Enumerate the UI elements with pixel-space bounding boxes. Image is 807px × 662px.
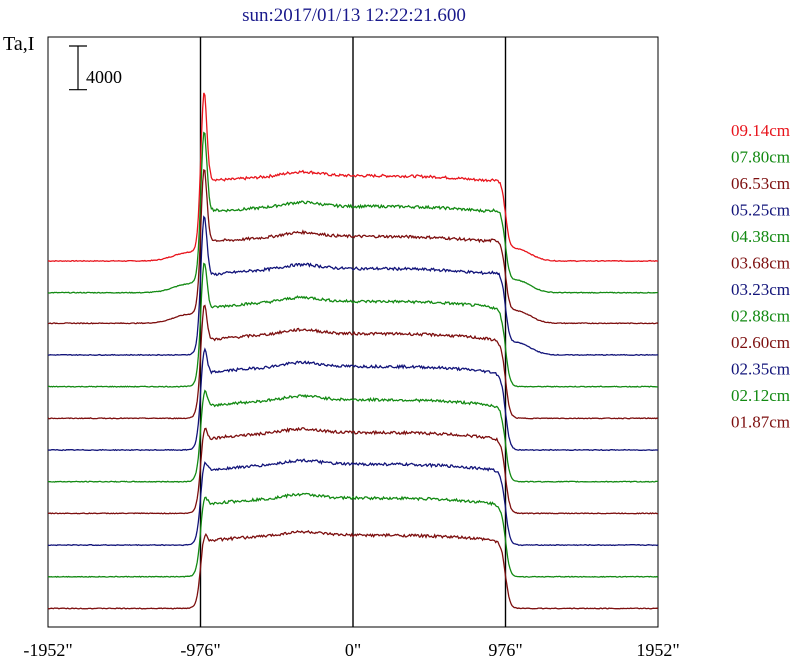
legend: 09.14cm 07.80cm 06.53cm 05.25cm 04.38cm 03.68… (731, 121, 790, 432)
trace-02.88cm (47, 389, 658, 483)
trace-01.87cm (47, 529, 659, 610)
legend-entry-02.60cm: 02.60cm (731, 333, 790, 352)
trace-02.60cm (48, 426, 658, 515)
series-traces (47, 92, 659, 610)
legend-entry-06.53cm: 06.53cm (731, 174, 790, 193)
trace-02.35cm (47, 458, 659, 547)
trace-06.53cm (47, 169, 659, 325)
chart-title: sun:2017/01/13 12:22:21.600 (242, 5, 466, 26)
legend-entry-02.35cm: 02.35cm (731, 360, 790, 379)
trace-03.68cm (47, 304, 659, 420)
legend-entry-01.87cm: 01.87cm (731, 413, 790, 432)
trace-09.14cm (47, 92, 659, 263)
legend-entry-09.14cm: 09.14cm (731, 121, 790, 140)
legend-entry-02.12cm: 02.12cm (731, 386, 790, 405)
x-tick-label-0: -1952" (23, 640, 72, 660)
legend-entry-04.38cm: 04.38cm (731, 227, 790, 246)
y-axis-label: Ta,I (3, 33, 34, 55)
trace-05.25cm (48, 215, 659, 357)
legend-entry-03.68cm: 03.68cm (731, 254, 790, 273)
legend-entry-05.25cm: 05.25cm (731, 201, 790, 220)
x-tick-label-2: 0" (345, 640, 361, 660)
trace-07.80cm (47, 131, 659, 294)
x-tick-label-4: 1952" (636, 640, 679, 660)
trace-04.38cm (48, 262, 659, 388)
trace-03.23cm (47, 347, 659, 452)
trace-02.12cm (47, 492, 659, 578)
legend-entry-03.23cm: 03.23cm (731, 280, 790, 299)
legend-entry-02.88cm: 02.88cm (731, 307, 790, 326)
legend-entry-07.80cm: 07.80cm (731, 148, 790, 167)
x-tick-label-1: -976" (180, 640, 220, 660)
scale-bar-label: 4000 (86, 67, 122, 87)
x-tick-labels: -1952" -976" 0" 976" 1952" (23, 640, 679, 660)
x-tick-label-3: 976" (488, 640, 522, 660)
scale-bar: 4000 (69, 45, 122, 91)
